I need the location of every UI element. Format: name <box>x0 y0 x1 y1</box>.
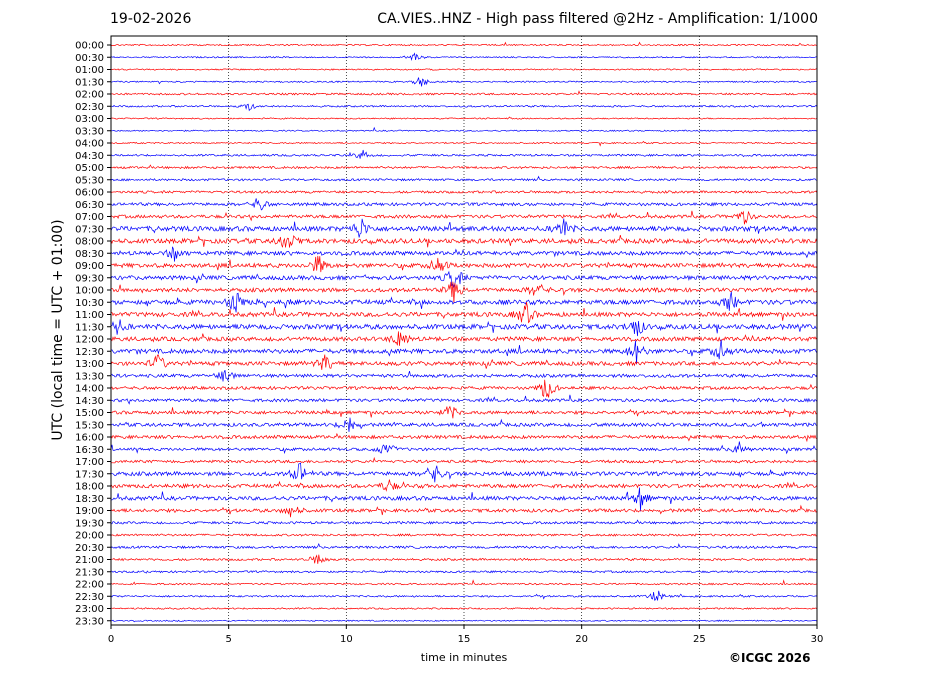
y-tick-label: 07:00 <box>75 212 104 223</box>
trace-row <box>110 607 818 610</box>
y-tick-label: 20:30 <box>75 543 104 554</box>
y-tick-label: 14:00 <box>75 384 104 395</box>
y-tick-label: 02:00 <box>75 90 104 101</box>
y-tick-label: 15:30 <box>75 420 104 431</box>
y-tick-label: 11:00 <box>75 310 104 321</box>
y-tick-label: 19:30 <box>75 518 104 529</box>
y-tick-label: 23:30 <box>75 616 104 627</box>
x-axis-label: time in minutes <box>420 651 508 664</box>
trace-row <box>110 149 818 159</box>
y-tick-label: 13:00 <box>75 359 104 370</box>
y-tick-label: 08:00 <box>75 237 104 248</box>
y-tick-label: 14:30 <box>75 396 104 407</box>
y-tick-label: 10:30 <box>75 298 104 309</box>
trace-row <box>110 554 818 564</box>
y-tick-label: 19:00 <box>75 506 104 517</box>
trace-row <box>110 432 818 443</box>
y-tick-label: 12:30 <box>75 347 104 358</box>
y-tick-label: 18:30 <box>75 494 104 505</box>
chart-title: CA.VIES..HNZ - High pass filtered @2Hz -… <box>377 11 818 27</box>
chart-date: 19-02-2026 <box>110 11 192 27</box>
trace-row <box>110 379 818 398</box>
x-axis: 0 5 10 15 20 25 30 <box>108 625 824 645</box>
y-tick-label: 02:30 <box>75 102 104 113</box>
y-tick-label: 17:30 <box>75 469 104 480</box>
trace-row <box>110 590 818 601</box>
y-tick-label: 08:30 <box>75 249 104 260</box>
x-tick-label: 30 <box>811 634 824 645</box>
trace-row <box>110 354 818 370</box>
trace-row <box>110 235 818 248</box>
trace-row <box>110 116 818 120</box>
trace-row <box>110 281 818 304</box>
x-tick-label: 10 <box>340 634 353 645</box>
trace-row <box>110 462 818 483</box>
trace-row <box>110 126 818 132</box>
y-tick-label: 09:30 <box>75 273 104 284</box>
y-tick-label: 06:30 <box>75 200 104 211</box>
trace-row <box>110 164 818 170</box>
y-tick-label: 06:00 <box>75 188 104 199</box>
y-tick-label: 03:00 <box>75 114 104 125</box>
trace-row <box>110 619 818 623</box>
y-tick-label: 15:00 <box>75 408 104 419</box>
y-tick-label: 21:00 <box>75 555 104 566</box>
y-tick-label: 01:00 <box>75 65 104 76</box>
x-tick-label: 20 <box>575 634 588 645</box>
y-tick-label: 13:30 <box>75 371 104 382</box>
y-tick-label: 09:00 <box>75 261 104 272</box>
x-tick-label: 5 <box>225 634 231 645</box>
y-tick-label: 22:30 <box>75 592 104 603</box>
y-tick-label: 01:30 <box>75 77 104 88</box>
y-tick-label: 12:00 <box>75 335 104 346</box>
y-tick-label: 05:30 <box>75 175 104 186</box>
trace-row <box>110 570 818 574</box>
y-tick-label: 22:00 <box>75 580 104 591</box>
y-tick-label: 18:00 <box>75 482 104 493</box>
y-tick-label: 23:00 <box>75 604 104 615</box>
copyright-text: ©ICGC 2026 <box>729 651 811 665</box>
y-tick-label: 04:00 <box>75 139 104 150</box>
trace-row <box>110 331 818 346</box>
gridlines-group <box>228 36 700 625</box>
trace-row <box>110 140 818 147</box>
trace-row <box>110 479 818 492</box>
y-tick-label: 16:00 <box>75 433 104 444</box>
x-tick-label: 0 <box>108 634 114 645</box>
y-tick-label: 20:00 <box>75 531 104 542</box>
y-tick-label: 17:00 <box>75 457 104 468</box>
trace-row <box>110 579 818 586</box>
trace-row <box>110 405 818 419</box>
y-tick-label: 07:30 <box>75 224 104 235</box>
y-tick-label: 03:30 <box>75 126 104 137</box>
y-tick-label: 21:30 <box>75 567 104 578</box>
y-tick-label: 16:30 <box>75 445 104 456</box>
x-tick-label: 25 <box>693 634 706 645</box>
x-tick-label: 15 <box>458 634 471 645</box>
y-tick-label: 04:30 <box>75 151 104 162</box>
y-tick-label: 10:00 <box>75 286 104 297</box>
y-axis-label: UTC (local time = UTC + 01:00) <box>50 219 66 441</box>
trace-row <box>110 441 818 455</box>
y-tick-label: 00:30 <box>75 53 104 64</box>
y-tick-label: 11:30 <box>75 322 104 333</box>
y-tick-label: 00:00 <box>75 41 104 52</box>
y-tick-label: 05:00 <box>75 163 104 174</box>
